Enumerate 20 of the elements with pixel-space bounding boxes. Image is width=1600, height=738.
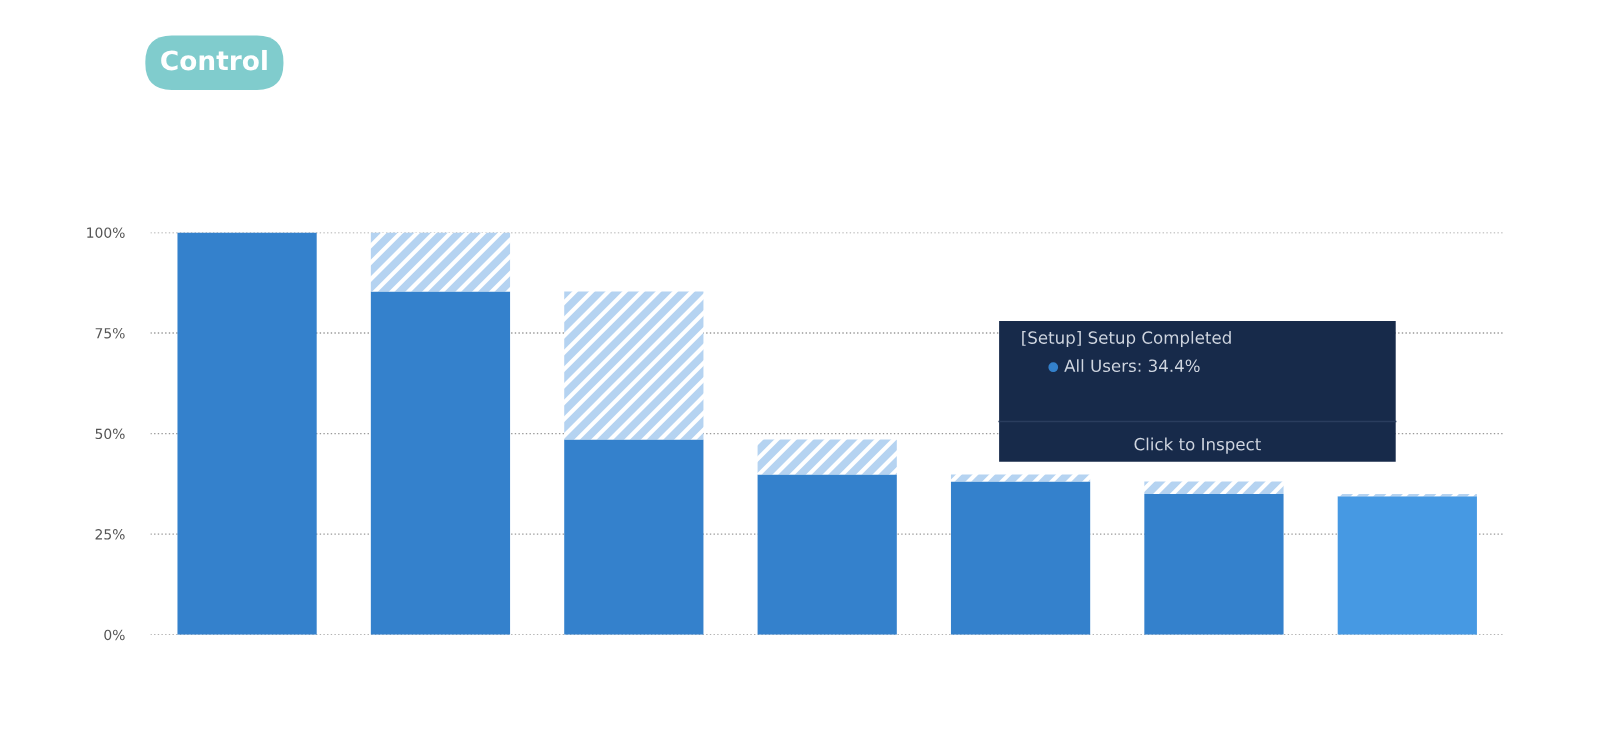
bar [950,481,1091,635]
bar [564,439,704,635]
y-tick-label: 75% [95,327,125,339]
y-tick-label: 50% [95,428,125,440]
y-tick-label: 25% [95,529,125,540]
y-tick-label: 100% [87,227,125,238]
bar [757,439,897,475]
y-tick-label: 0% [104,629,125,641]
annotation: [Setup] Setup Completed [1022,330,1231,348]
bar [370,232,511,292]
bar [564,291,704,440]
bar [177,232,317,635]
annotation: Click to Inspect [1134,437,1261,454]
bar [370,291,511,635]
bar [1337,496,1477,635]
bar [1144,493,1284,635]
bar [1144,481,1284,494]
annotation: All Users: 34.4% [1064,359,1200,373]
bar [757,474,897,635]
chart-title: Control [161,49,267,71]
